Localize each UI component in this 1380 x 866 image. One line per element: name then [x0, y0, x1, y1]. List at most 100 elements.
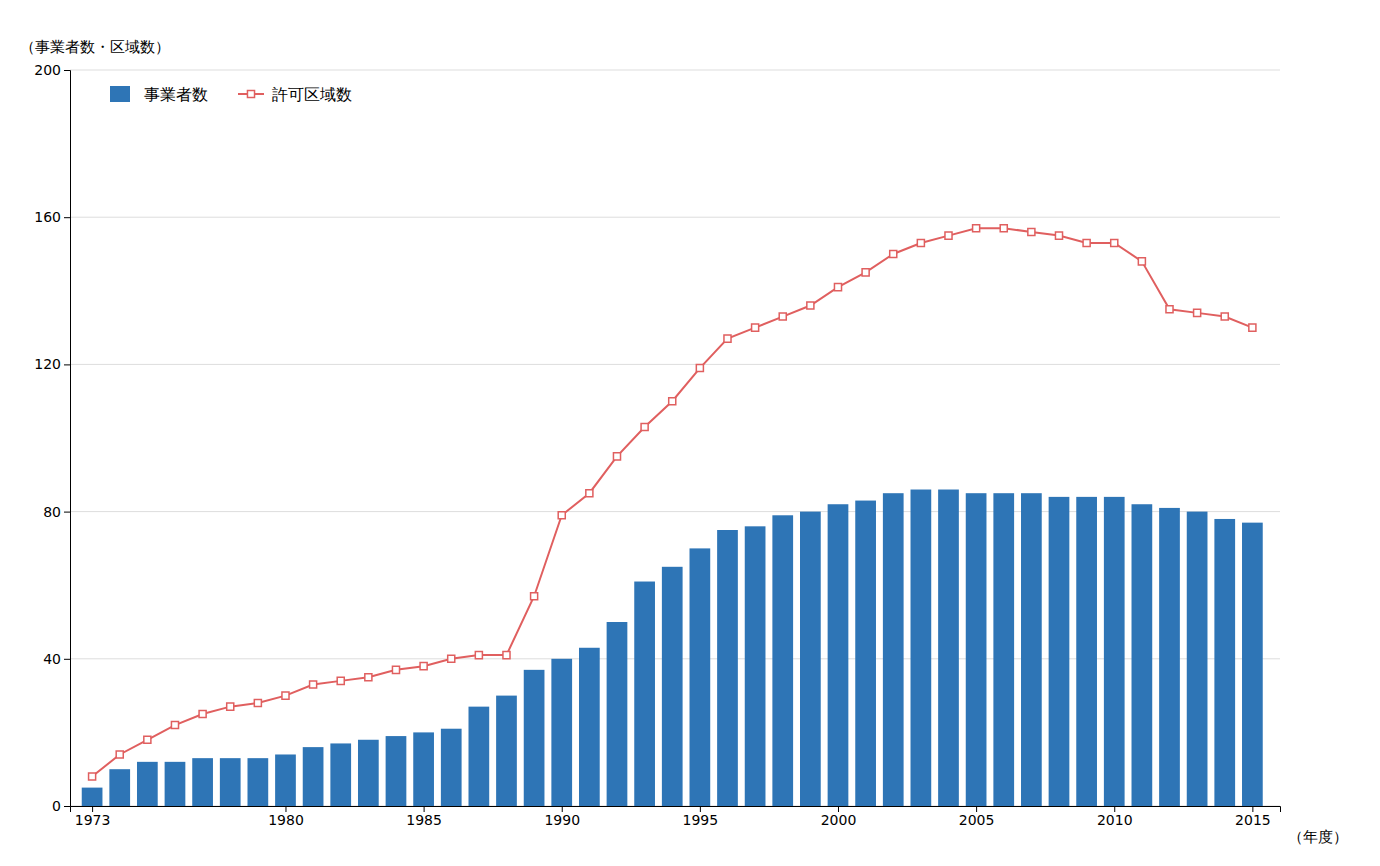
- marker: [475, 652, 482, 659]
- marker: [503, 652, 510, 659]
- marker: [392, 666, 399, 673]
- bar: [1049, 497, 1070, 806]
- bar: [717, 530, 738, 806]
- marker: [834, 284, 841, 291]
- bar: [1214, 519, 1235, 806]
- y-tick-label: 80: [43, 504, 61, 520]
- x-tick: 1990: [544, 806, 580, 828]
- marker: [1166, 306, 1173, 313]
- marker: [1055, 232, 1062, 239]
- marker: [1000, 225, 1007, 232]
- marker: [917, 239, 924, 246]
- bar: [855, 501, 876, 806]
- bar: [993, 493, 1014, 806]
- marker: [448, 655, 455, 662]
- x-tick: 1973: [75, 806, 111, 828]
- x-tick: 1985: [406, 806, 442, 828]
- bar: [220, 758, 241, 806]
- marker: [89, 773, 96, 780]
- x-axis-label: （年度）: [1288, 828, 1348, 846]
- marker: [779, 313, 786, 320]
- y-tick: 40: [43, 651, 70, 667]
- bar: [745, 526, 766, 806]
- legend-item: 許可区域数: [238, 85, 352, 104]
- x-tick: 1980: [268, 806, 304, 828]
- marker: [641, 423, 648, 430]
- x-tick-label: 1995: [683, 812, 719, 828]
- marker: [613, 453, 620, 460]
- bar: [1132, 504, 1153, 806]
- bar: [662, 567, 683, 806]
- series-1: [89, 225, 1256, 780]
- marker: [696, 365, 703, 372]
- y-tick-mark: [64, 70, 70, 71]
- bar: [938, 490, 959, 806]
- marker: [862, 269, 869, 276]
- x-tick: 2000: [821, 806, 857, 828]
- bar: [413, 732, 434, 806]
- bar: [247, 758, 268, 806]
- bar: [192, 758, 213, 806]
- marker: [890, 250, 897, 257]
- bar: [966, 493, 987, 806]
- grid-line: [70, 511, 1280, 512]
- bar: [275, 754, 296, 806]
- bar: [1076, 497, 1097, 806]
- bar: [607, 622, 628, 806]
- y-tick-mark: [64, 217, 70, 218]
- y-tick: 200: [34, 62, 70, 78]
- bar: [496, 696, 517, 806]
- grid-line: [70, 217, 1280, 218]
- bar: [82, 788, 103, 806]
- legend: 事業者数許可区域数: [110, 85, 352, 104]
- y-tick: 120: [34, 356, 70, 372]
- bar: [634, 582, 655, 806]
- marker: [1138, 258, 1145, 265]
- grid: [70, 70, 1280, 806]
- bar: [800, 512, 821, 806]
- legend-label: 許可区域数: [272, 85, 352, 104]
- plot-area: [82, 225, 1263, 806]
- y-tick: 160: [34, 209, 70, 225]
- marker: [337, 677, 344, 684]
- y-tick-mark: [64, 659, 70, 660]
- bar: [772, 515, 793, 806]
- marker: [1249, 324, 1256, 331]
- marker: [807, 302, 814, 309]
- marker: [973, 225, 980, 232]
- marker: [752, 324, 759, 331]
- y-tick-label: 0: [52, 798, 61, 814]
- x-axis: 197319801985199019952000200520102015: [71, 806, 1281, 828]
- bar: [690, 548, 711, 806]
- x-tick: 2010: [1097, 806, 1133, 828]
- y-tick-mark: [64, 512, 70, 513]
- bar: [551, 659, 572, 806]
- x-tick-label: 2005: [959, 812, 995, 828]
- marker: [420, 663, 427, 670]
- grid-line: [70, 70, 1280, 71]
- y-tick: 0: [52, 798, 70, 814]
- bar: [828, 504, 849, 806]
- x-tick-label: 1985: [406, 812, 442, 828]
- x-tick-label: 2000: [821, 812, 857, 828]
- y-tick-mark: [64, 806, 70, 807]
- bar: [165, 762, 186, 806]
- marker: [586, 490, 593, 497]
- plot-root: 1973198019851990199520002005201020150408…: [34, 62, 1280, 828]
- marker: [199, 710, 206, 717]
- bar: [109, 769, 130, 806]
- line: [92, 228, 1252, 776]
- bar: [303, 747, 324, 806]
- y-axis-line: [64, 71, 71, 807]
- y-tick: 80: [43, 504, 70, 520]
- bar: [330, 743, 351, 806]
- x-tick: 2005: [959, 806, 995, 828]
- x-tick-label: 1973: [75, 812, 111, 828]
- bar: [1104, 497, 1125, 806]
- marker: [310, 681, 317, 688]
- bar: [441, 729, 462, 806]
- marker: [144, 736, 151, 743]
- bar: [358, 740, 379, 806]
- y-tick-label: 200: [34, 62, 61, 78]
- y-tick-label: 120: [34, 356, 61, 372]
